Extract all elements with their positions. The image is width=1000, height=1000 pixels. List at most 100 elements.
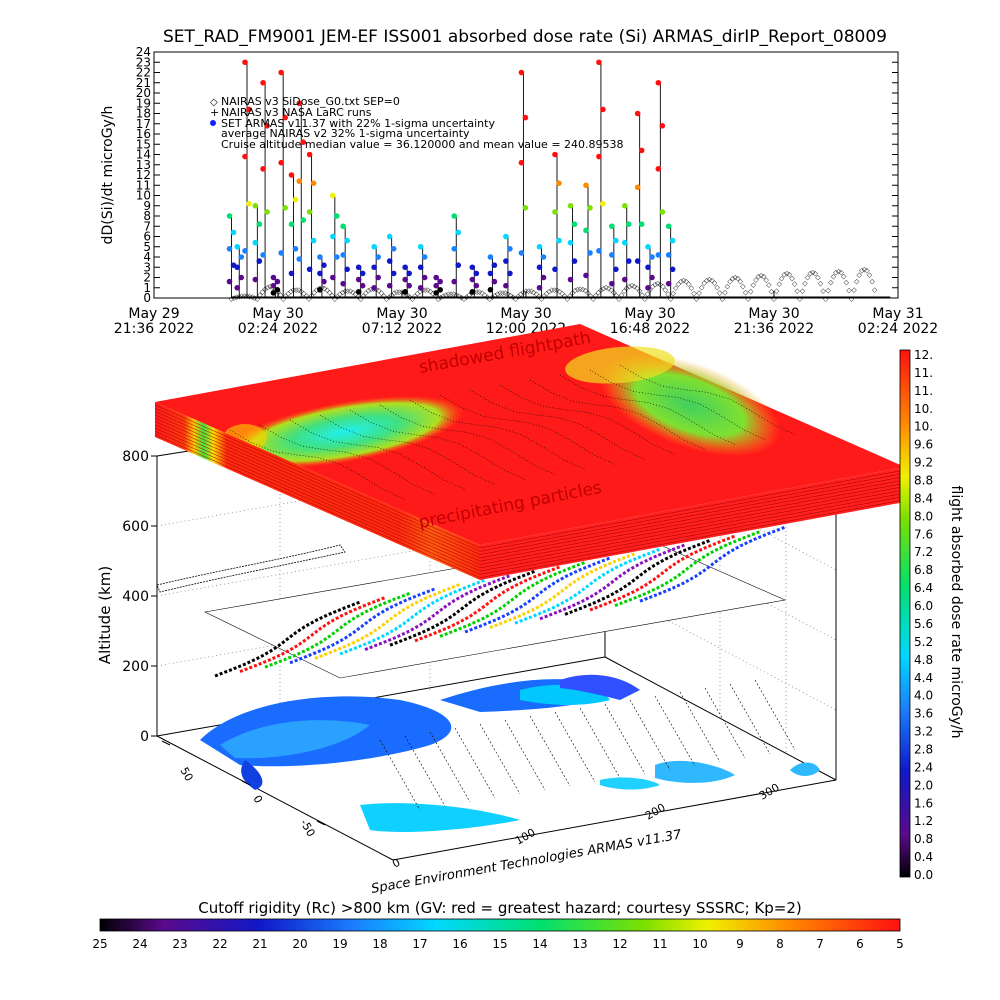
armas-point <box>665 252 672 258</box>
nairas-point: ◇ <box>792 280 798 288</box>
nairas-model-band: ◇ ◇◇◇ ◇◇◇◇◇◇◇◇◇◇◇◇◇◇◇◇◇◇◇◇◇ ◇◇◇◇◇◇◇◇◇◇◇◇◇◇◇… <box>229 265 891 303</box>
armas-point <box>310 180 317 186</box>
nairas-point: ◇ <box>392 289 398 297</box>
nairas-point: ◇ <box>609 286 615 294</box>
z-tick-label: 600 <box>122 519 149 535</box>
cutoff-tick-label: 25 <box>92 937 107 951</box>
armas-point <box>375 254 381 260</box>
nairas-point: ◇ <box>562 292 568 300</box>
z-tick-label: 0 <box>140 729 149 745</box>
slab-track-speckle <box>229 364 797 501</box>
nairas-point: ◇ <box>805 273 811 281</box>
nairas-point: ◇ <box>570 289 576 297</box>
armas-point <box>645 264 651 271</box>
nairas-point: ◇ <box>722 288 728 296</box>
nairas-point: ◇ <box>280 295 286 303</box>
nairas-point: ◇ <box>758 271 764 279</box>
nairas-point: ◇ <box>859 267 865 275</box>
armas-point <box>270 274 277 281</box>
slab-track <box>349 409 527 481</box>
armas-point <box>234 284 241 291</box>
slab-stripe <box>479 473 906 552</box>
armas-point <box>491 262 498 269</box>
armas-point <box>649 254 655 260</box>
armas-point <box>252 202 259 209</box>
nairas-point: ◇ <box>304 292 310 300</box>
armas-point <box>567 276 574 283</box>
dose-rate-tick-label: 0.0 <box>914 868 933 882</box>
armas-point <box>556 180 562 186</box>
nairas-point: ◇ <box>838 269 844 277</box>
nairas-point: ◇ <box>833 269 839 277</box>
armas-point <box>469 276 476 283</box>
nairas-point: ◇ <box>495 290 501 298</box>
armas-point <box>274 278 281 285</box>
map-hatching <box>379 679 796 811</box>
armas-point <box>518 69 525 76</box>
dose-rate-colorbar: 12. 11. 11. 10. 10. 9.6 9.2 8.8 8.4 8.0 7.6 7.2 6.8 6… <box>899 348 964 882</box>
armas-point <box>621 239 628 246</box>
nairas-point: ◇ <box>616 295 622 303</box>
dose-rate-tick-label: 0.8 <box>914 832 933 846</box>
time-series-frame <box>153 51 899 299</box>
nairas-point: ◇ <box>291 286 297 294</box>
armas-point <box>390 270 397 277</box>
armas-point <box>583 272 589 279</box>
cutoff-tick-label: 16 <box>452 937 467 951</box>
nairas-point: ◇ <box>229 295 235 303</box>
armas-point <box>455 262 462 269</box>
armas-point <box>567 239 574 246</box>
orbit-track <box>514 547 661 625</box>
nairas-point: ◇ <box>441 292 447 300</box>
armas-point <box>522 205 529 211</box>
dose-rate-tick-label: 10. <box>914 420 933 434</box>
nairas-point: ◇ <box>327 288 333 296</box>
orbit-track <box>464 556 611 634</box>
slab-track <box>319 414 497 486</box>
nairas-point: ◇ <box>260 288 266 296</box>
nairas-point: ◇ <box>717 289 723 297</box>
nairas-point: ◇ <box>565 295 571 303</box>
nairas-point: ◇ <box>691 289 697 297</box>
armas-point <box>242 153 248 160</box>
dose-rate-tick-label: 4.4 <box>914 671 933 685</box>
slab-track <box>559 374 737 446</box>
nairas-point: ◇ <box>864 267 870 275</box>
armas-point <box>296 256 303 262</box>
y-tick-label: 0 <box>143 291 151 305</box>
nairas-point: ◇ <box>831 273 837 281</box>
cutoff-tick-label: 20 <box>292 937 307 951</box>
y-tick-label: 21 <box>136 76 151 90</box>
armas-point <box>386 282 393 289</box>
nairas-point: ◇ <box>257 291 263 299</box>
armas-point <box>638 147 645 154</box>
armas-point <box>270 282 277 289</box>
dose-rate-tick-label: 2.0 <box>914 778 933 792</box>
nairas-point: ◇ <box>621 287 627 295</box>
armas-point <box>596 153 602 160</box>
nairas-point: ◇ <box>634 284 640 292</box>
nairas-point: ◇ <box>572 287 578 295</box>
dose-rate-colorbar-label: flight absorbed dose rate microGy/h <box>948 486 964 739</box>
y-tick-label: 20 <box>136 86 151 100</box>
nairas-point: ◇ <box>611 288 617 296</box>
nairas-point: ◇ <box>549 286 555 294</box>
nairas-point: ◇ <box>740 282 746 290</box>
slab-stripe <box>154 434 481 578</box>
armas-point <box>669 237 676 244</box>
armas-point <box>473 270 480 277</box>
dose-rate-tick-label: 1.2 <box>914 814 933 828</box>
y-tick-label: 18 <box>136 107 151 121</box>
lat-tick-1: 0 <box>250 793 265 806</box>
nairas-point: ◇ <box>523 287 529 295</box>
lon-tick-0: 0 <box>390 856 403 871</box>
nairas-point: ◇ <box>361 292 367 300</box>
armas-point <box>226 246 233 252</box>
nairas-point: ◇ <box>332 295 338 303</box>
cutoff-rigidity-colorbar: Cutoff rigidity (Rc) >800 km (GV: red = … <box>92 899 903 951</box>
z-tick-label: 400 <box>122 589 149 605</box>
time-series-y-label: dD(Si)/dt microGy/h <box>100 106 116 245</box>
armas-point <box>645 243 651 250</box>
slab-stripe <box>479 492 906 572</box>
armas-point <box>417 243 424 250</box>
